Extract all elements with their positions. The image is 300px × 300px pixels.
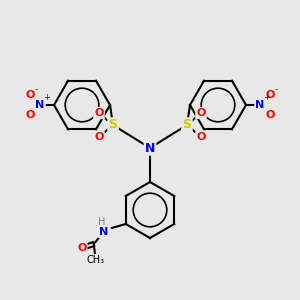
Text: CH₃: CH₃: [87, 255, 105, 265]
Text: O: O: [94, 132, 104, 142]
Text: O: O: [265, 110, 275, 120]
Text: -: -: [35, 84, 38, 94]
Text: O: O: [77, 243, 86, 253]
Text: O: O: [196, 108, 206, 118]
Text: O: O: [94, 108, 104, 118]
Text: O: O: [25, 110, 35, 120]
Text: O: O: [196, 132, 206, 142]
Text: +: +: [263, 93, 270, 102]
Text: O: O: [25, 90, 35, 100]
Text: H: H: [98, 217, 105, 227]
Text: O: O: [265, 90, 275, 100]
Text: S: S: [182, 118, 191, 131]
Text: +: +: [43, 93, 50, 102]
Text: S: S: [109, 118, 118, 131]
Text: N: N: [99, 227, 108, 237]
Text: N: N: [145, 142, 155, 154]
Text: -: -: [275, 84, 278, 94]
Text: N: N: [255, 100, 265, 110]
Text: N: N: [35, 100, 45, 110]
